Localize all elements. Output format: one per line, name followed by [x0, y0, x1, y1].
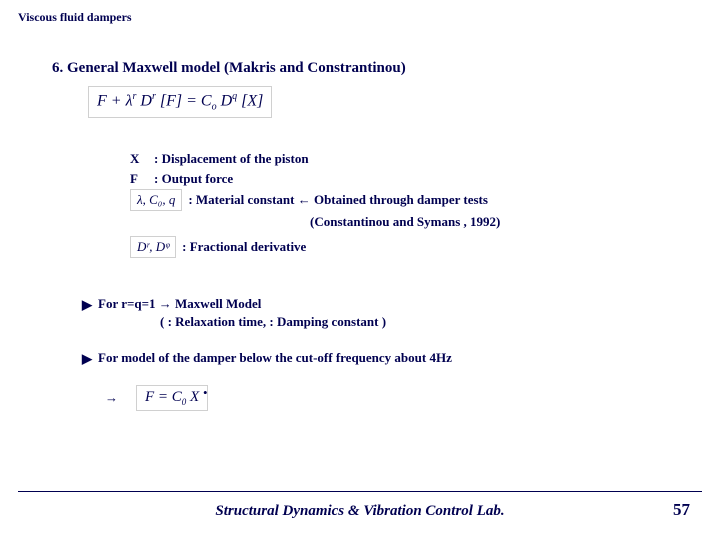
result-row: → F = C0• X: [105, 385, 208, 411]
def-material: λ, C₀, q : Material constant ← Obtained …: [130, 189, 500, 211]
bullet-item-1: ▶ For r=q=1 → Maxwell Model: [82, 296, 261, 313]
simplified-equation: F = C0• X: [136, 385, 208, 411]
triangle-icon: ▶: [82, 351, 92, 367]
def-f: F : Output force: [130, 170, 500, 188]
bullet-item-2: ▶ For model of the damper below the cut-…: [82, 350, 452, 367]
arrow-icon: →: [105, 390, 118, 406]
def-x: X : Displacement of the piston: [130, 150, 500, 168]
definitions-block: X : Displacement of the piston F : Outpu…: [130, 150, 500, 260]
main-equation: F + λr Dr [F] = Co Dq [X]: [88, 86, 272, 118]
footer-lab-name: Structural Dynamics & Vibration Control …: [0, 503, 720, 520]
page-number: 57: [673, 500, 690, 520]
page-title: Viscous fluid dampers: [18, 10, 132, 25]
def-material-citation: (Constantinou and Symans , 1992): [310, 213, 500, 231]
symbols-box: λ, C₀, q: [130, 189, 182, 211]
section-heading: 6. General Maxwell model (Makris and Con…: [52, 60, 406, 77]
symbols-box: Dʳ, Dᵠ: [130, 236, 176, 258]
footer-divider: [18, 491, 702, 492]
def-fractional: Dʳ, Dᵠ : Fractional derivative: [130, 236, 500, 258]
triangle-icon: ▶: [82, 297, 92, 313]
bullet-item-1-sub: ( : Relaxation time, : Damping constant …: [160, 314, 386, 330]
